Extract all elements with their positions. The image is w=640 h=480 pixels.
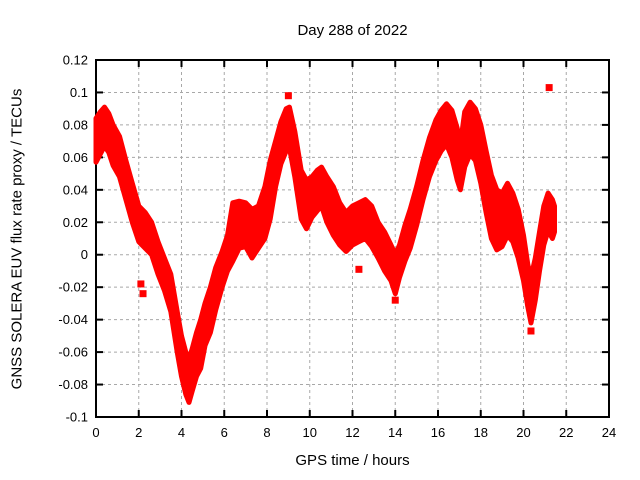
data-point-marker	[391, 296, 399, 304]
data-point-marker	[139, 290, 147, 298]
x-tick-label: 22	[559, 425, 573, 440]
data-point-marker	[284, 92, 292, 100]
data-point-marker	[527, 327, 535, 335]
y-tick-label: 0.04	[63, 182, 88, 197]
y-tick-label: -0.06	[58, 345, 88, 360]
x-tick-label: 10	[303, 425, 317, 440]
x-tick-label: 6	[221, 425, 228, 440]
x-tick-label: 24	[602, 425, 616, 440]
x-axis-label: GPS time / hours	[295, 452, 410, 469]
tick-labels: 0 2 4 6 8 10 12 14 16 18 20 22 24-0.1-0.08-0.06-0.04…	[58, 53, 616, 441]
plot-border-and-ticks	[95, 59, 610, 418]
y-tick-label: 0.06	[63, 150, 88, 165]
chart-title: Day 288 of 2022	[297, 22, 408, 39]
y-tick-label: 0	[81, 247, 88, 262]
x-tick-label: 4	[178, 425, 185, 440]
data-band	[93, 99, 557, 405]
y-tick-label: 0.02	[63, 215, 88, 230]
data-point-marker	[545, 84, 553, 92]
x-tick-label: 20	[516, 425, 530, 440]
x-tick-label: 2	[135, 425, 142, 440]
y-tick-label: 0.12	[63, 53, 88, 68]
outlier-points	[137, 84, 553, 335]
x-tick-label: 14	[388, 425, 402, 440]
y-tick-label: -0.02	[58, 280, 88, 295]
data-point-marker	[137, 280, 145, 288]
x-tick-label: 18	[474, 425, 488, 440]
x-tick-label: 8	[263, 425, 270, 440]
x-tick-label: 16	[431, 425, 445, 440]
y-tick-label: 0.1	[70, 85, 88, 100]
x-tick-label: 12	[345, 425, 359, 440]
y-tick-label: -0.1	[66, 410, 88, 425]
x-tick-label: 0	[92, 425, 99, 440]
y-tick-label: -0.04	[58, 312, 88, 327]
data-point-marker	[355, 265, 363, 273]
y-tick-label: -0.08	[58, 377, 88, 392]
y-tick-label: 0.08	[63, 117, 88, 132]
